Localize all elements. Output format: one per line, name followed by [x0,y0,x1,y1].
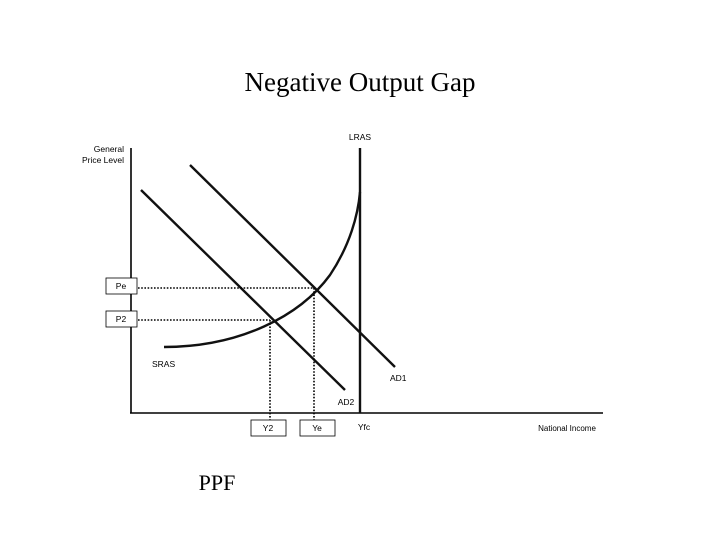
ye-label-box [299,419,336,437]
ad1-line [189,164,396,368]
ad1-label: AD1 [390,373,407,383]
y-axis-label-line2: Price Level [82,155,124,165]
y-axis-label-line1: General [94,144,124,154]
x-axis-label: National Income [538,424,596,433]
ye-label: Ye [312,423,322,433]
lras-label: LRAS [349,132,372,142]
y2-label: Y2 [263,423,274,433]
sras-curve [163,191,362,349]
pe-label-box [105,277,138,295]
y2-label-box [250,419,287,437]
sras-label: SRAS [152,359,175,369]
yfc-label: Yfc [358,422,371,432]
ad2-label: AD2 [338,397,355,407]
ad2-line [140,189,346,391]
p2-label-box [105,310,138,328]
ppf-caption: PPF [199,470,236,495]
pe-label: Pe [116,281,127,291]
p2-label: P2 [116,314,127,324]
diagram-title: Negative Output Gap [245,67,476,97]
